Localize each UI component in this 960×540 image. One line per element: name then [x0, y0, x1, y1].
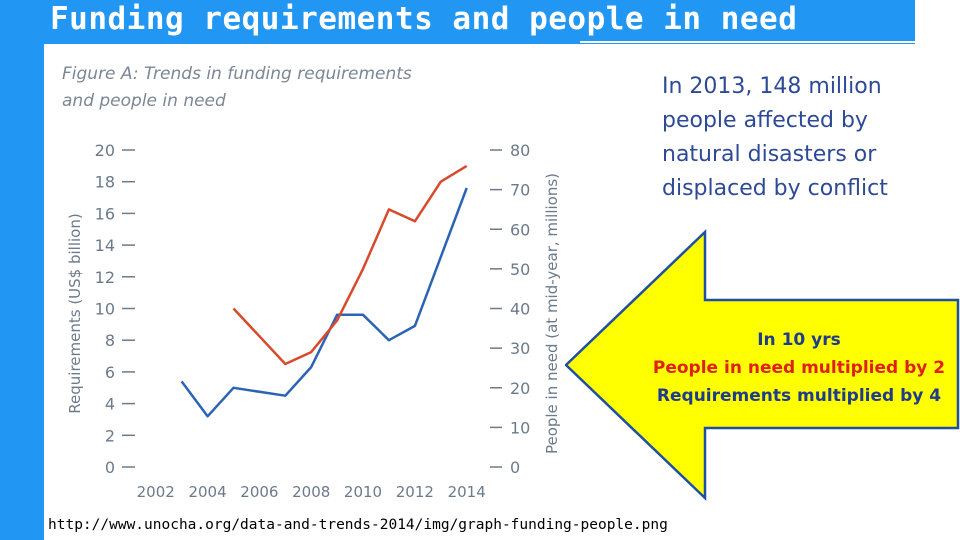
- source-url: http://www.unocha.org/data-and-trends-20…: [48, 517, 668, 533]
- right-axis-label: People in need (at mid-year, millions): [543, 173, 561, 454]
- requirements-series-line: [180, 187, 468, 418]
- right-tick-label-80: 80: [510, 141, 530, 160]
- stat-line-4: displaced by conflict: [662, 176, 888, 201]
- x-tick-label-2002: 2002: [137, 483, 175, 501]
- stat-text: In 2013, 148 million people affected by …: [662, 70, 952, 206]
- x-tick-label-2012: 2012: [396, 483, 434, 501]
- left-tick-label-12: 12: [95, 268, 115, 287]
- left-tick-label-4: 4: [105, 395, 115, 414]
- left-tick-label-2: 2: [105, 426, 115, 445]
- left-tick-label-6: 6: [105, 363, 115, 382]
- left-tick-label-18: 18: [95, 173, 115, 192]
- left-tick-label-0: 0: [105, 458, 115, 477]
- right-tick-label-70: 70: [510, 181, 530, 200]
- x-tick-label-2014: 2014: [448, 483, 486, 501]
- left-axis-label: Requirements (US$ billion): [66, 213, 84, 413]
- title-bar: [44, 0, 915, 44]
- right-tick-label-10: 10: [510, 418, 530, 437]
- x-tick-label-2008: 2008: [292, 483, 330, 501]
- chart-title-line-2: and people in need: [62, 91, 226, 111]
- right-tick-label-0: 0: [510, 458, 520, 477]
- left-tick-label-14: 14: [95, 236, 115, 255]
- left-accent-bar: [0, 0, 44, 540]
- callout-line-1: In 10 yrs: [757, 330, 841, 350]
- left-tick-label-16: 16: [95, 204, 115, 223]
- chart-title-line-1: Figure A: Trends in funding requirements: [62, 64, 412, 84]
- right-tick-label-30: 30: [510, 339, 530, 358]
- left-arrow-shape: [565, 229, 960, 501]
- left-tick-label-10: 10: [95, 300, 115, 319]
- arrow-callout: In 10 yrs People in need multiplied by 2…: [640, 326, 958, 410]
- x-tick-label-2006: 2006: [240, 483, 278, 501]
- title-underline: [580, 41, 915, 43]
- people-in-need-series-line: [232, 164, 468, 366]
- slide-title: Funding requirements and people in need: [50, 1, 798, 37]
- right-tick-label-60: 60: [510, 220, 530, 239]
- left-tick-label-8: 8: [105, 331, 115, 350]
- stat-line-1: In 2013, 148 million: [662, 74, 882, 99]
- stat-line-3: natural disasters or: [662, 142, 877, 167]
- right-tick-label-50: 50: [510, 260, 530, 279]
- stat-line-2: people affected by: [662, 108, 868, 133]
- callout-line-3: Requirements multiplied by 4: [656, 386, 942, 406]
- chart: Figure A: Trends in funding requirements…: [62, 64, 561, 501]
- arrow-polygon: [565, 229, 960, 501]
- callout-line-2: People in need multiplied by 2: [652, 358, 946, 378]
- left-tick-label-20: 20: [95, 141, 115, 160]
- right-tick-label-40: 40: [510, 300, 530, 319]
- right-tick-label-20: 20: [510, 379, 530, 398]
- x-tick-label-2010: 2010: [344, 483, 382, 501]
- x-tick-label-2004: 2004: [188, 483, 226, 501]
